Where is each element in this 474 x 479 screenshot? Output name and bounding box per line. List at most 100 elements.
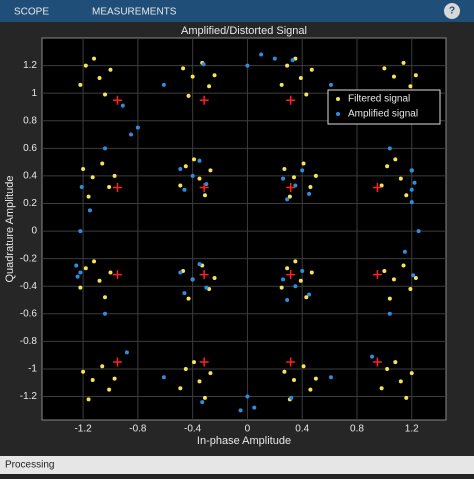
tab[interactable]: MEASUREMENTS — [92, 7, 177, 18]
y-tick-label: 1.2 — [23, 60, 37, 71]
x-tick-label: -0.4 — [184, 424, 202, 435]
point — [279, 82, 284, 87]
point — [309, 67, 314, 72]
point — [197, 379, 202, 384]
point — [186, 296, 191, 301]
point — [413, 275, 418, 280]
point — [282, 167, 287, 172]
point — [393, 360, 398, 365]
point — [412, 180, 417, 185]
point — [124, 350, 129, 355]
point — [385, 366, 390, 371]
reference-point — [199, 95, 209, 105]
point — [83, 63, 88, 68]
point — [252, 405, 257, 410]
status-text: Processing — [5, 460, 54, 471]
point — [385, 164, 390, 169]
point — [83, 266, 88, 271]
x-tick-label: 0.8 — [350, 424, 364, 435]
point — [112, 376, 117, 381]
point — [398, 379, 403, 384]
reference-point — [372, 182, 382, 192]
point — [289, 395, 294, 400]
point — [102, 92, 107, 97]
help-button[interactable] — [444, 3, 460, 19]
point — [100, 161, 105, 166]
y-tick-label: 0.2 — [23, 198, 37, 209]
point — [112, 173, 117, 178]
point — [182, 187, 187, 192]
point — [97, 278, 102, 283]
y-tick-label: -0.6 — [20, 308, 38, 319]
legend-label: Filtered signal — [348, 94, 410, 105]
y-tick-label: 0.8 — [23, 115, 37, 126]
point — [75, 274, 80, 279]
point — [387, 311, 392, 316]
legend-marker — [336, 97, 340, 101]
point — [409, 200, 414, 205]
point — [74, 263, 79, 268]
point — [393, 157, 398, 162]
point — [391, 277, 396, 282]
point — [313, 173, 318, 178]
point — [379, 183, 384, 188]
point — [161, 375, 166, 380]
point — [208, 371, 213, 376]
point — [307, 191, 312, 196]
point — [411, 273, 416, 278]
y-tick-label: -0.4 — [20, 281, 38, 292]
reference-point — [372, 357, 382, 367]
point — [178, 183, 183, 188]
point — [212, 275, 217, 280]
point — [108, 67, 113, 72]
point — [328, 82, 333, 87]
point — [181, 66, 186, 71]
point — [408, 84, 413, 89]
point — [408, 286, 413, 291]
reference-point — [112, 182, 122, 192]
y-tick-label: -0.8 — [20, 336, 38, 347]
point — [201, 62, 206, 67]
point — [183, 366, 188, 371]
reference-point — [286, 270, 296, 280]
reference-point — [199, 182, 209, 192]
point — [178, 270, 183, 275]
point — [102, 311, 107, 316]
point — [293, 284, 298, 289]
point — [190, 173, 195, 178]
point — [102, 295, 107, 300]
point — [81, 369, 86, 374]
point — [92, 259, 97, 264]
point — [102, 146, 107, 151]
point — [309, 270, 314, 275]
y-tick-label: 1 — [31, 88, 37, 99]
point — [200, 400, 205, 405]
point — [282, 369, 287, 374]
point — [272, 56, 277, 61]
point — [409, 371, 414, 376]
point — [192, 157, 197, 162]
x-axis-label: In-phase Amplitude — [197, 435, 291, 447]
point — [382, 269, 387, 274]
point — [178, 167, 183, 172]
point — [416, 229, 421, 234]
point — [391, 74, 396, 79]
point — [404, 193, 409, 198]
tab[interactable]: SCOPE — [14, 7, 49, 18]
point — [404, 395, 409, 400]
point — [291, 378, 296, 383]
point — [208, 168, 213, 173]
point — [78, 82, 83, 87]
legend-label: Amplified signal — [348, 109, 418, 120]
point — [183, 164, 188, 169]
y-axis-label: Quadrature Amplitude — [4, 175, 16, 282]
point — [178, 386, 183, 391]
point — [285, 197, 290, 202]
point — [304, 92, 309, 97]
point — [197, 176, 202, 181]
point — [78, 285, 83, 290]
point — [382, 66, 387, 71]
point — [307, 292, 312, 297]
